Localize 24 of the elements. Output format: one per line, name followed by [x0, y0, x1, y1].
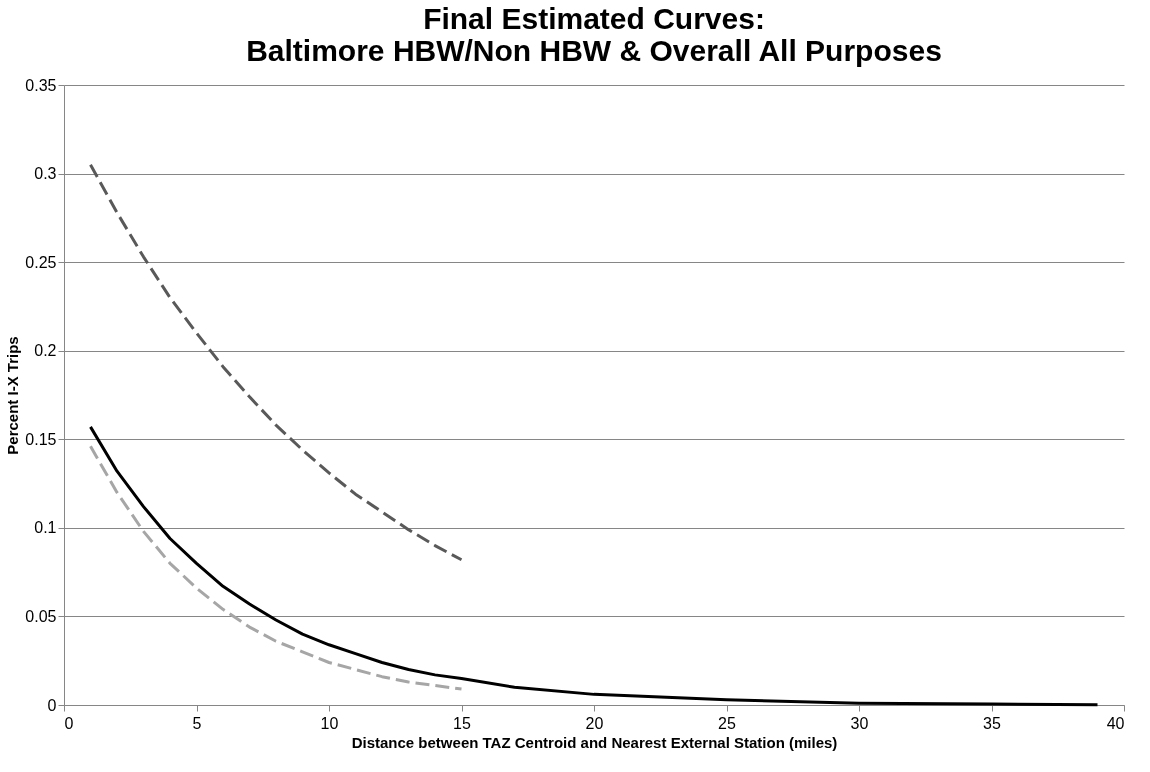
- y-tick-label: 0.3: [34, 165, 57, 183]
- y-tick-label: 0.25: [25, 253, 57, 271]
- line-series: [89, 444, 463, 691]
- x-tick-label: 0: [64, 714, 74, 732]
- x-axis-title: Distance between TAZ Centroid and Nearest External Station (miles): [351, 733, 838, 751]
- x-tick-label: 15: [453, 714, 471, 732]
- x-tick-label: 40: [1106, 714, 1125, 732]
- y-tick-label: 0.15: [25, 430, 57, 448]
- line-series: [89, 163, 463, 562]
- x-tick-label: 20: [585, 714, 604, 732]
- y-tick-label: 0.05: [25, 607, 57, 625]
- line-series: [89, 425, 1099, 707]
- x-tick-label: 35: [983, 714, 1001, 732]
- text: Final Estimated Curves:: [423, 2, 765, 35]
- text: Baltimore HBW/Non HBW & Overall All Purposes: [246, 34, 942, 67]
- y-tick-label: 0.35: [25, 76, 57, 94]
- x-tick-label: 30: [850, 714, 869, 732]
- y-tick-label: 0.2: [34, 342, 57, 360]
- y-axis-title: Percent I-X Trips: [4, 336, 22, 455]
- y-tick-label: 0: [47, 696, 57, 714]
- y-tick-label: 0.1: [34, 519, 57, 537]
- x-tick-label: 10: [320, 714, 339, 732]
- x-tick-label: 5: [192, 714, 202, 732]
- x-tick-label: 25: [718, 714, 736, 732]
